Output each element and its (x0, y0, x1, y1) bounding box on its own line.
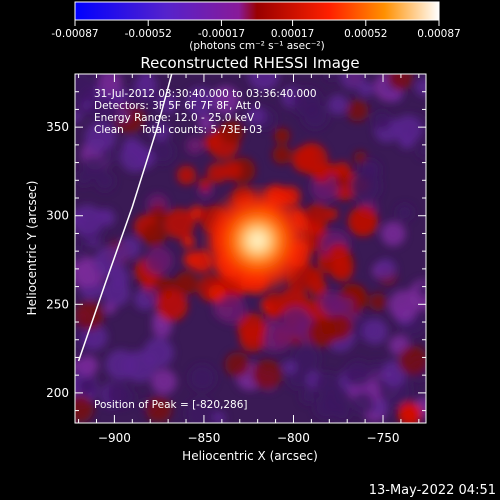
y-tick-label: 350 (46, 120, 69, 134)
y-tick-label: 250 (46, 297, 69, 311)
x-tick-label: −750 (367, 431, 400, 445)
x-tick-label: −800 (277, 431, 310, 445)
energy-range-text: Energy Range: 12.0 - 25.0 keV (94, 112, 255, 124)
colorbar-gradient (75, 2, 439, 20)
y-tick-label: 300 (46, 209, 69, 223)
y-axis: 200 250 300 350 (46, 73, 426, 412)
clean-counts-text: Clean Total counts: 5.73E+03 (94, 124, 263, 136)
y-axis-label: Heliocentric Y (arcsec) (25, 181, 39, 316)
plot-frame (74, 73, 427, 424)
colorbar-units: (photons cm⁻² s⁻¹ asec⁻²) (189, 40, 324, 52)
x-tick-label: −900 (98, 431, 131, 445)
annotations: 31-Jul-2012 03:30:40.000 to 03:36:40.000… (94, 88, 317, 411)
plot-area (75, 74, 426, 423)
colorbar-tick-label: 0.00017 (271, 28, 314, 40)
colorbar-tick-label: 0.00087 (417, 28, 460, 40)
detectors-text: Detectors: 3F 5F 6F 7F 8F, Att 0 (94, 100, 261, 112)
x-tick-label: −850 (187, 431, 220, 445)
colorbar-tick-label: -0.00087 (51, 28, 98, 40)
colorbar-tick-label: 0.00052 (344, 28, 387, 40)
x-axis: −900 −850 −800 −750 (78, 74, 420, 445)
solar-limb-arc (77, 74, 173, 362)
colorbar-tick-label: -0.00052 (125, 28, 172, 40)
y-tick-label: 200 (46, 386, 69, 400)
chart-title: Reconstructed RHESSI Image (140, 54, 359, 72)
colorbar: -0.00087 -0.00052 -0.00017 0.00017 0.00052 0.… (51, 1, 461, 52)
colorbar-frame (74, 1, 440, 21)
colorbar-tick-label: -0.00017 (198, 28, 245, 40)
x-axis-label: Heliocentric X (arcsec) (182, 449, 318, 463)
peak-position-text: Position of Peak = [-820,286] (94, 399, 248, 411)
footer-date: 13-May-2022 04:51 (369, 483, 496, 498)
time-range-text: 31-Jul-2012 03:30:40.000 to 03:36:40.000 (94, 88, 317, 100)
